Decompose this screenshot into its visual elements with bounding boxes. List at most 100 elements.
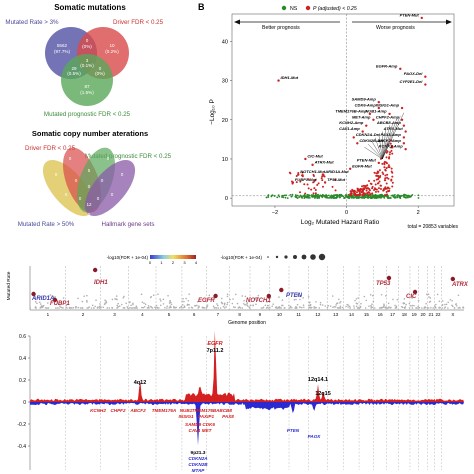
- volcano-point-sig: [363, 192, 366, 195]
- manhattan-point: [53, 296, 55, 299]
- manhattan-point: [455, 303, 457, 305]
- volcano-point-ns: [365, 194, 367, 197]
- volcano-point-ns: [335, 195, 338, 198]
- manhattan-point: [185, 297, 187, 300]
- manhattan-point: [62, 307, 64, 309]
- volcano-leader-line: [364, 147, 383, 160]
- manhattan-point-highlight: [31, 291, 36, 297]
- volcano-xlabel: Log₂ Mutated Hazard Ratio: [301, 219, 380, 226]
- volcano-point-ns: [286, 197, 289, 200]
- manhattan-point: [133, 307, 136, 309]
- manhattan-point: [426, 307, 429, 309]
- manhattan-point: [294, 307, 296, 309]
- manhattan-point: [187, 299, 190, 302]
- manhattan-point: [449, 298, 452, 301]
- volcano-point-sig: [321, 179, 324, 182]
- manhattan-point: [111, 298, 114, 301]
- manhattan-point: [418, 306, 421, 309]
- manhattan-point: [234, 306, 236, 309]
- manhattan-point: [95, 299, 97, 301]
- manhattan-point: [295, 298, 297, 301]
- volcano-point-labelled: [402, 124, 406, 127]
- volcano-point-sig: [381, 162, 384, 165]
- legend-size-dot: [293, 255, 297, 259]
- volcano-point-labelled: [420, 16, 423, 20]
- manhattan-point: [216, 304, 219, 307]
- cnv-ytick-label: 0.4: [19, 356, 26, 362]
- volcano-point-sig: [361, 190, 364, 193]
- manhattan-point: [315, 306, 317, 309]
- manhattan-point: [417, 307, 419, 309]
- volcano-point-ns: [277, 194, 280, 197]
- manhattan-point: [173, 305, 175, 308]
- manhattan-point: [34, 306, 37, 308]
- volcano-point-sig: [334, 178, 337, 181]
- manhattan-point-highlight: [266, 293, 272, 299]
- manhattan-point: [219, 307, 222, 309]
- volcano-xtick-label: 2: [417, 210, 420, 216]
- manhattan-point: [79, 307, 82, 309]
- volcano-point-sig: [378, 169, 381, 172]
- venn2-region-count: 0: [69, 156, 72, 161]
- volcano-point-ns: [370, 196, 373, 199]
- manhattan-point: [29, 307, 32, 309]
- volcano-point-ns: [399, 197, 402, 200]
- manhattan-point: [67, 303, 70, 306]
- volcano-point-ns: [276, 196, 279, 199]
- manhattan-point: [141, 301, 144, 303]
- manhattan-point: [241, 307, 244, 309]
- manhattan-point: [237, 307, 240, 309]
- volcano-point-sig: [385, 156, 388, 159]
- manhattan-point: [42, 296, 45, 299]
- volcano-point-label: CDK6-Amp: [355, 103, 377, 108]
- venn2-region-count: 5: [88, 168, 91, 173]
- manhattan-point: [360, 302, 362, 305]
- manhattan-point-highlight: [279, 287, 284, 293]
- manhattan-point: [222, 305, 225, 308]
- volcano-point-labelled: [297, 173, 300, 176]
- manhattan-point: [181, 300, 183, 303]
- legend-size-title: -log10(FDR + 1e-04): [221, 255, 263, 260]
- manhattan-point: [246, 302, 248, 305]
- manhattan-point: [307, 295, 310, 298]
- manhattan-point: [335, 302, 338, 305]
- manhattan-point: [83, 295, 85, 298]
- manhattan-point: [260, 307, 263, 309]
- manhattan-point: [54, 307, 57, 309]
- manhattan-point: [147, 305, 150, 307]
- manhattan-point: [243, 299, 245, 302]
- volcano-point-sig: [363, 187, 366, 190]
- manhattan-point: [234, 293, 237, 296]
- volcano-point-sig: [367, 193, 370, 196]
- volcano-point-labelled: [424, 83, 427, 86]
- volcano-point-sig: [349, 193, 352, 196]
- volcano-point-sig: [375, 174, 378, 177]
- volcano-point-ns: [356, 195, 359, 198]
- volcano-point-labelled: [352, 136, 355, 139]
- volcano-point-sig: [375, 178, 378, 181]
- manhattan-point: [146, 307, 149, 309]
- manhattan-point: [246, 305, 249, 307]
- manhattan-point: [427, 307, 430, 309]
- chrom-tick-label: 16: [378, 312, 384, 317]
- volcano-point-label: ARID1A-Mut: [324, 169, 349, 174]
- manhattan-point: [88, 306, 91, 308]
- manhattan-point: [453, 307, 456, 309]
- manhattan-point: [170, 306, 172, 309]
- manhattan-point: [213, 307, 216, 309]
- volcano-point-ns: [338, 195, 341, 197]
- manhattan-point: [47, 295, 49, 297]
- cnv-ytick-label: -0.4: [17, 444, 26, 450]
- legend-fdr-tick: 1: [160, 260, 163, 265]
- volcano-point-labelled: [402, 142, 406, 145]
- manhattan-point: [249, 296, 251, 299]
- volcano-point-ns: [270, 194, 273, 197]
- manhattan-point: [209, 298, 212, 301]
- volcano-point-ns: [389, 196, 392, 199]
- volcano-point-ns: [407, 194, 410, 197]
- volcano-point-label: KCNH2-Amp: [339, 120, 364, 125]
- volcano-ytick-label: 20: [222, 118, 228, 124]
- manhattan-point: [216, 303, 218, 305]
- manhattan-point: [91, 304, 94, 307]
- chrom-tick-label: 13: [333, 312, 339, 317]
